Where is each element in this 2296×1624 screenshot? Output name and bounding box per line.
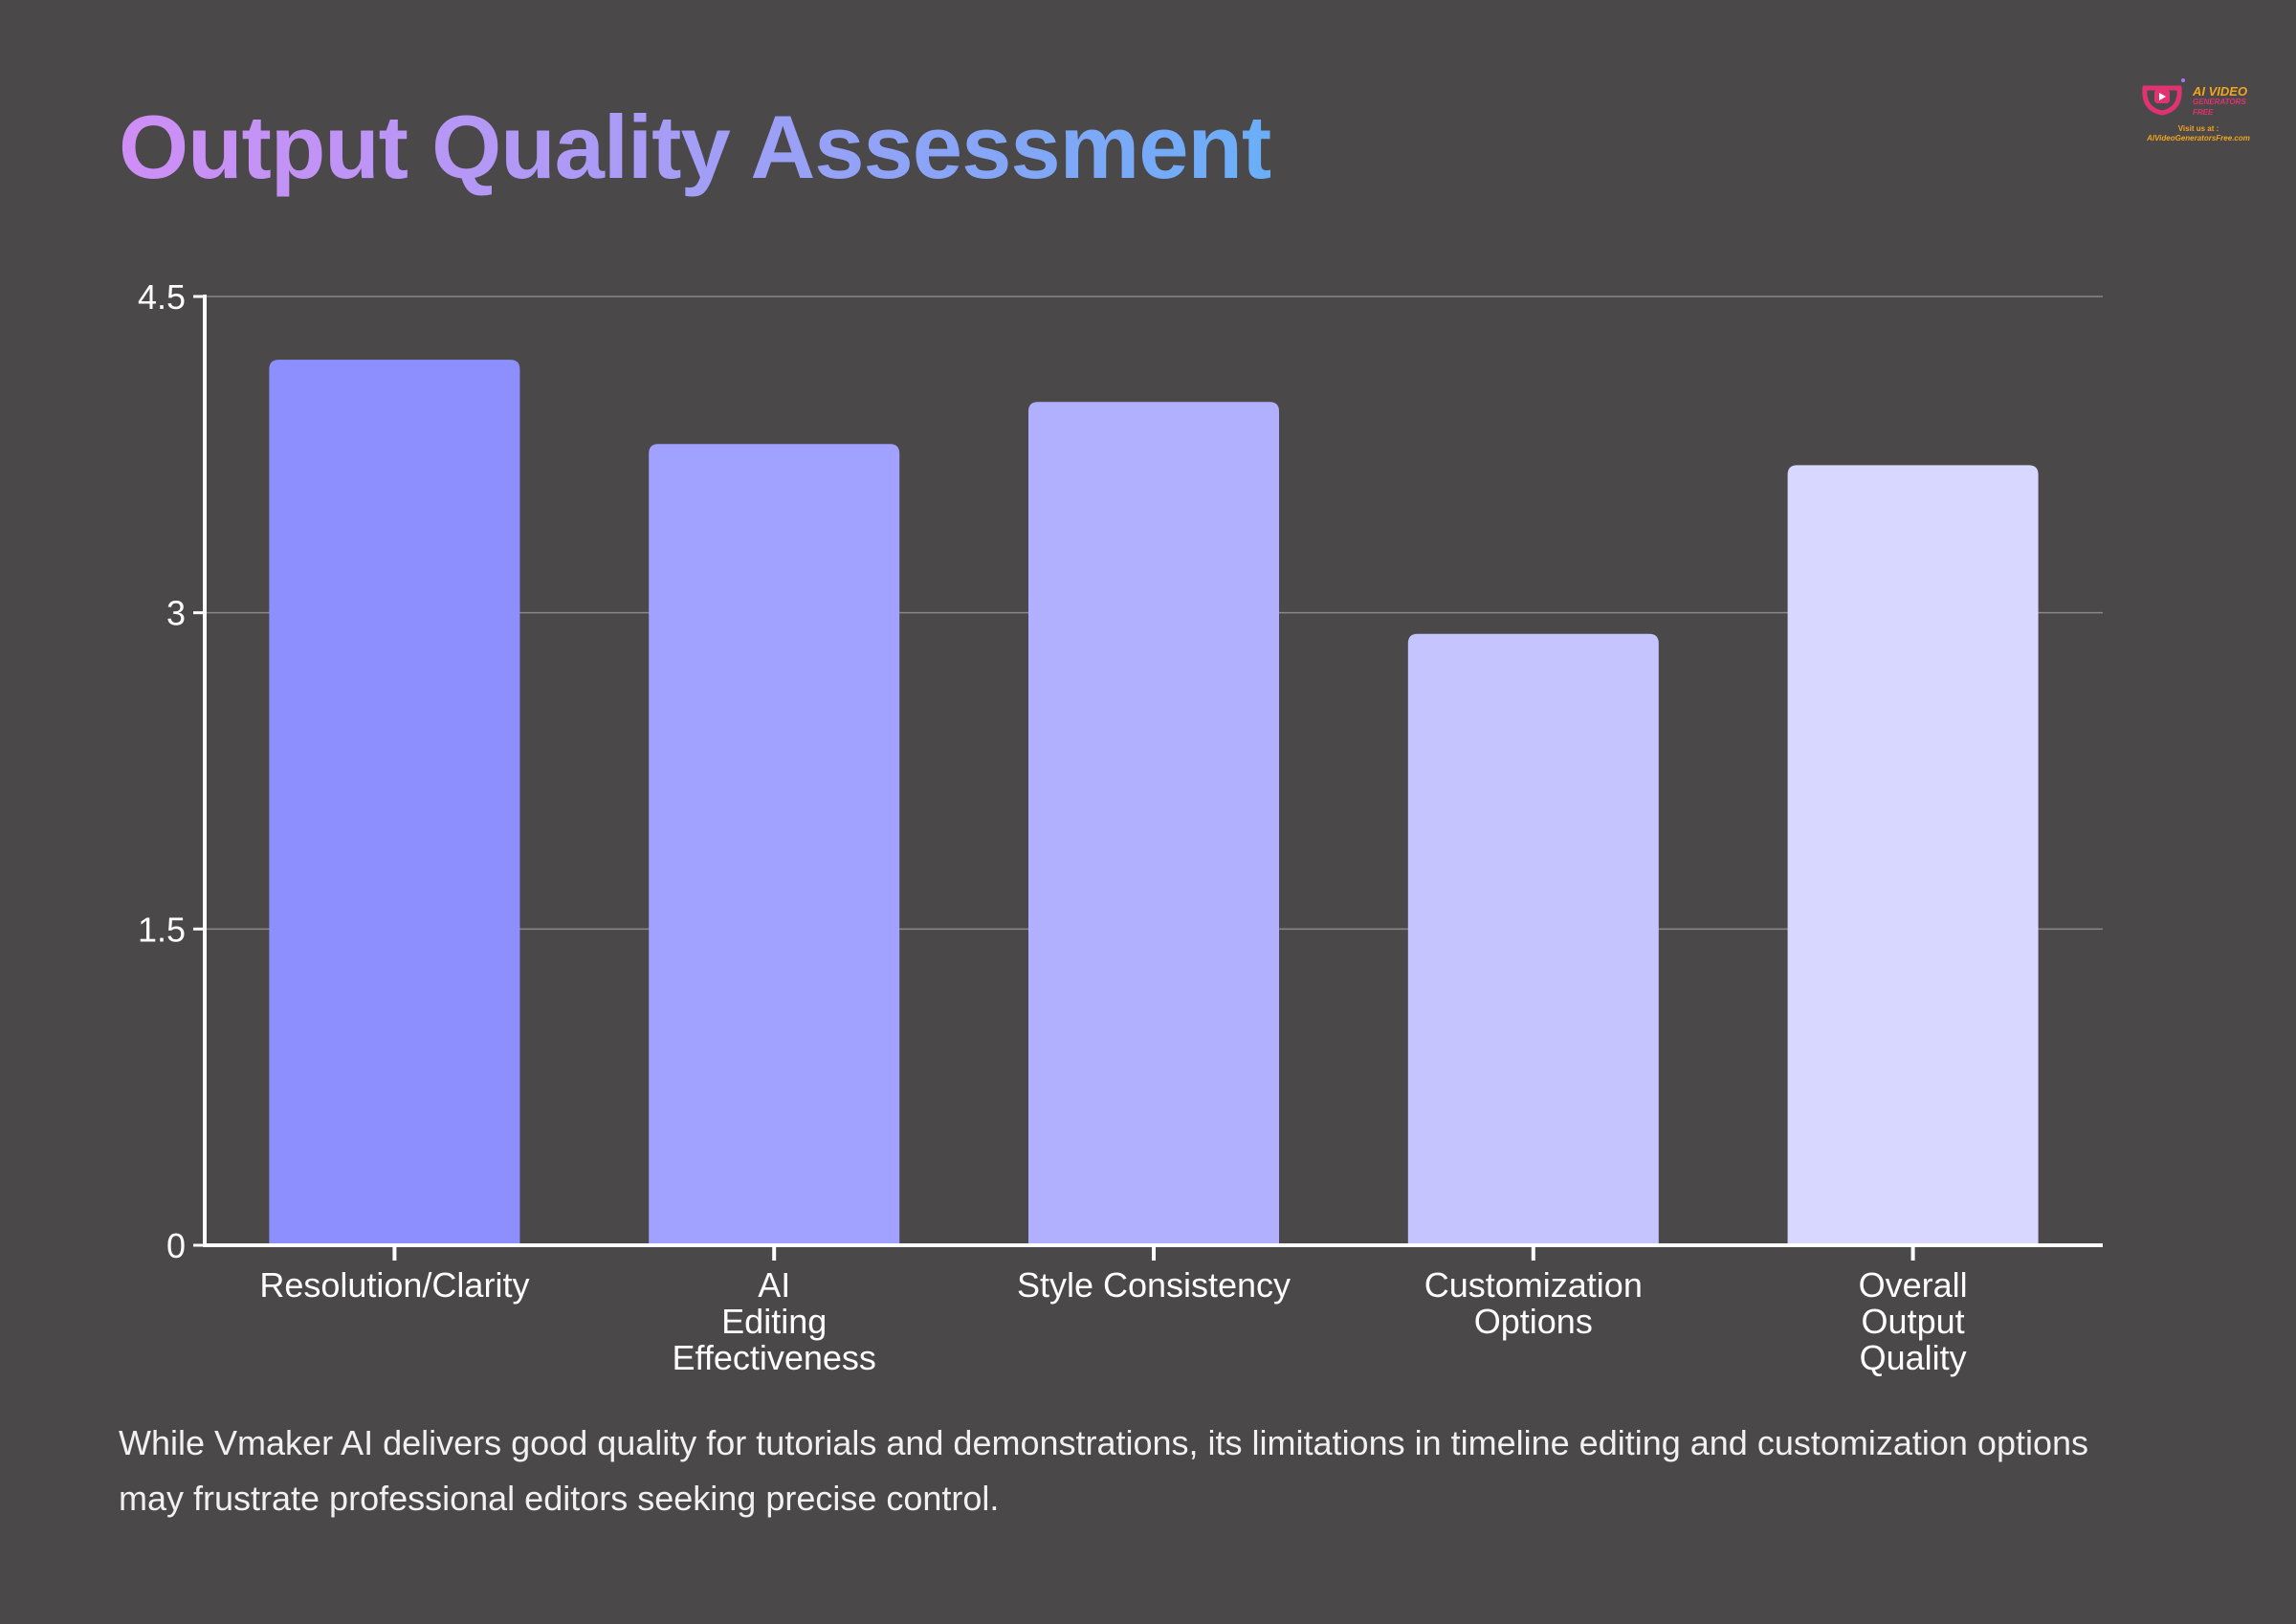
x-tick-label: Resolution/Clarity <box>259 1265 529 1305</box>
logo-icon <box>2142 78 2185 116</box>
y-tick-label: 4.5 <box>138 277 186 317</box>
y-tick-label: 3 <box>166 594 186 633</box>
x-tick-label: AI <box>758 1265 790 1305</box>
bar <box>1028 402 1279 1245</box>
x-tick-label: Quality <box>1860 1338 1967 1377</box>
page-title: Output Quality Assessment <box>119 97 1271 197</box>
x-tick-label: Style Consistency <box>1017 1265 1291 1305</box>
x-tick-label: Effectiveness <box>672 1338 875 1377</box>
logo-brand-text: AI VIDEO <box>2193 84 2248 99</box>
x-tick-label: Options <box>1474 1302 1593 1341</box>
bar <box>1407 633 1659 1245</box>
chart-caption: While Vmaker AI delivers good quality fo… <box>119 1423 2089 1518</box>
y-tick-label: 0 <box>166 1226 186 1265</box>
logo-site-text: AIVideoGeneratorsFree.com <box>2147 134 2250 143</box>
x-tick-label: Overall <box>1859 1265 1968 1305</box>
bar <box>269 360 520 1246</box>
logo-brand-subtext: GENERATORS FREE <box>2193 98 2246 117</box>
y-tick-label: 1.5 <box>138 910 186 949</box>
x-tick-label: Customization <box>1424 1265 1643 1305</box>
logo-visit-text: Visit us at : <box>2177 124 2219 133</box>
brand-logo[interactable]: AI VIDEO GENERATORS FREE Visit us at : A… <box>2131 71 2265 147</box>
bar <box>1787 465 2039 1245</box>
x-tick-label: Editing <box>721 1302 827 1341</box>
x-tick-label: Output <box>1862 1302 1965 1341</box>
bar <box>649 444 900 1245</box>
